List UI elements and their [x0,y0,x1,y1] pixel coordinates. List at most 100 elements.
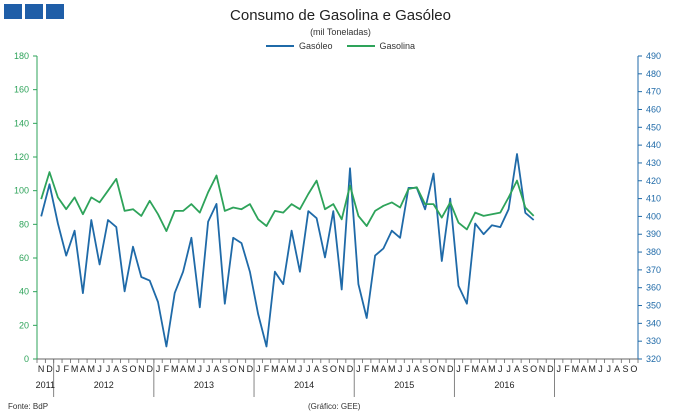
x-month-label: A [414,364,420,374]
right-tick-label: 390 [646,229,661,239]
x-year-label: 2012 [94,380,114,390]
x-month-label: M [88,364,96,374]
x-year-label: 2014 [294,380,314,390]
x-month-label: M [388,364,396,374]
x-month-label: J [607,364,612,374]
right-tick-label: 380 [646,247,661,257]
x-month-label: F [63,364,69,374]
x-month-label: M [588,364,596,374]
x-month-label: M [288,364,296,374]
x-month-label: S [222,364,228,374]
right-tick-label: 370 [646,265,661,275]
chart-title: Consumo de Gasolina e Gasóleo [230,7,451,24]
x-month-label: N [138,364,145,374]
x-month-label: J [198,364,203,374]
x-month-label: F [564,364,570,374]
x-month-label: D [46,364,53,374]
x-month-label: M [171,364,179,374]
x-month-label: S [522,364,528,374]
left-tick-label: 80 [19,219,29,229]
x-month-label: O [530,364,537,374]
x-month-label: F [164,364,170,374]
legend-swatch-gasoleo [265,45,294,47]
x-month-label: J [506,364,511,374]
x-month-label: O [630,364,637,374]
right-tick-label: 460 [646,104,661,114]
legend-label-gasoleo: Gasóleo [298,41,333,51]
chart-subtitle: (mil Toneladas) [310,27,371,37]
x-month-label: N [539,364,546,374]
right-tick-label: 350 [646,301,661,311]
x-month-label: N [38,364,45,374]
x-month-label: A [481,364,487,374]
x-month-label: S [422,364,428,374]
left-tick-label: 180 [14,51,29,61]
x-month-label: A [80,364,86,374]
x-month-label: J [256,364,261,374]
x-month-label: O [230,364,237,374]
left-tick-label: 60 [19,253,29,263]
x-month-label: J [598,364,603,374]
credit-note: (Gráfico: GEE) [308,402,361,411]
x-year-label: 2016 [494,380,514,390]
x-month-label: M [71,364,79,374]
x-month-label: A [314,364,320,374]
right-tick-label: 340 [646,318,661,328]
left-tick-label: 20 [19,320,29,330]
x-month-label: S [622,364,628,374]
x-month-label: A [213,364,219,374]
x-month-label: J [456,364,461,374]
x-month-label: A [280,364,286,374]
x-month-label: J [206,364,211,374]
x-month-label: D [146,364,153,374]
left-tick-label: 40 [19,287,29,297]
right-tick-label: 320 [646,354,661,364]
x-month-label: N [238,364,245,374]
legend-swatch-gasolina [346,45,375,47]
x-month-label: M [572,364,580,374]
x-month-label: J [106,364,111,374]
x-month-label: A [581,364,587,374]
x-month-label: O [430,364,437,374]
x-month-label: J [298,364,303,374]
right-tick-label: 400 [646,211,661,221]
x-month-label: J [56,364,61,374]
x-month-label: J [398,364,403,374]
right-tick-label: 330 [646,336,661,346]
x-month-label: D [347,364,354,374]
right-tick-label: 490 [646,51,661,61]
x-month-label: N [338,364,345,374]
left-tick-label: 140 [14,118,29,128]
series-line-gasolina [40,171,535,233]
x-month-label: D [547,364,554,374]
legend-item-gasolina: Gasolina [346,41,416,51]
x-month-label: S [322,364,328,374]
legend-item-gasoleo: Gasóleo [265,41,333,51]
x-month-label: J [356,364,361,374]
source-note: Fonte: BdP [8,402,49,411]
left-tick-label: 0 [24,354,29,364]
x-month-label: M [488,364,496,374]
x-month-label: J [97,364,102,374]
x-month-label: M [271,364,279,374]
left-tick-label: 100 [14,186,29,196]
x-month-label: F [364,364,370,374]
logo [4,4,64,19]
x-month-label: A [180,364,186,374]
x-month-label: F [264,364,270,374]
x-month-label: O [330,364,337,374]
x-year-label: 2013 [194,380,214,390]
x-month-label: J [156,364,161,374]
right-tick-label: 430 [646,158,661,168]
right-tick-label: 440 [646,140,661,150]
right-tick-label: 470 [646,87,661,97]
x-month-label: D [447,364,454,374]
right-tick-label: 450 [646,122,661,132]
legend: Gasóleo Gasolina [0,41,681,51]
x-month-label: M [188,364,196,374]
x-year-label: 2011 [36,380,55,390]
legend-label-gasolina: Gasolina [379,41,416,51]
x-month-label: J [406,364,411,374]
right-tick-label: 420 [646,176,661,186]
